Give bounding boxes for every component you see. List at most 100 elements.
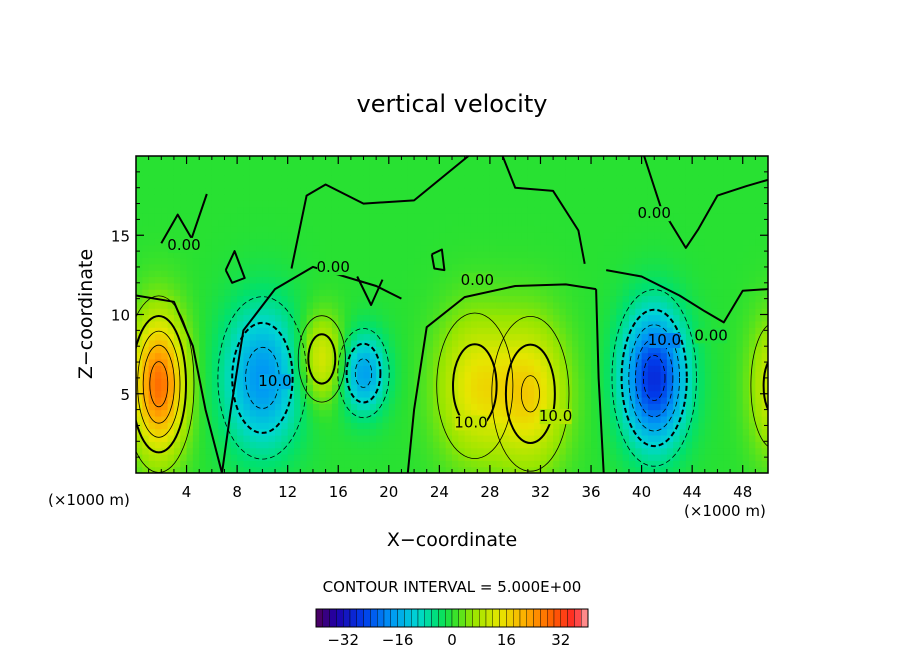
heatmap-cell — [521, 263, 529, 271]
heatmap-cell — [256, 232, 263, 240]
heatmap-cell — [723, 428, 731, 436]
heatmap-cell — [167, 422, 175, 430]
heatmap-cell — [660, 263, 668, 271]
heatmap-cell — [527, 403, 535, 411]
heatmap-cell — [439, 219, 447, 227]
heatmap-cell — [723, 358, 731, 366]
heatmap-cell — [546, 301, 554, 309]
heatmap-cell — [527, 308, 535, 316]
heatmap-cell — [698, 282, 706, 290]
heatmap-cell — [331, 308, 339, 316]
heatmap-cell — [319, 346, 327, 354]
heatmap-cell — [458, 441, 466, 449]
heatmap-cell — [742, 200, 750, 208]
heatmap-cell — [268, 213, 276, 220]
heatmap-cell — [382, 327, 390, 335]
heatmap-cell — [540, 377, 548, 385]
heatmap-cell — [692, 206, 700, 214]
heatmap-cell — [262, 168, 270, 176]
heatmap-cell — [477, 352, 485, 360]
heatmap-cell — [369, 213, 377, 220]
heatmap-cell — [635, 339, 643, 347]
heatmap-cell — [610, 200, 617, 208]
heatmap-cell — [521, 346, 529, 354]
heatmap-cell — [508, 194, 516, 201]
heatmap-cell — [300, 168, 308, 176]
heatmap-cell — [161, 320, 169, 328]
heatmap-cell — [426, 270, 434, 278]
heatmap-cell — [578, 339, 586, 347]
heatmap-cell — [698, 263, 706, 271]
heatmap-cell — [414, 396, 421, 404]
heatmap-cell — [237, 327, 245, 335]
heatmap-cell — [300, 339, 308, 347]
heatmap-cell — [445, 346, 453, 354]
heatmap-cell — [616, 453, 624, 461]
heatmap-cell — [635, 263, 643, 271]
heatmap-cell — [591, 181, 598, 189]
heatmap-cell — [679, 206, 687, 214]
heatmap-cell — [407, 371, 415, 379]
heatmap-cell — [136, 384, 143, 392]
heatmap-cell — [281, 447, 289, 455]
heatmap-cell — [338, 453, 346, 461]
heatmap-cell — [755, 270, 763, 278]
heatmap-cell — [376, 263, 384, 271]
heatmap-cell — [338, 213, 346, 220]
heatmap-cell — [306, 320, 314, 328]
heatmap-cell — [407, 333, 415, 341]
heatmap-cell — [565, 263, 573, 271]
heatmap-cell — [628, 168, 636, 176]
heatmap-cell — [470, 384, 478, 392]
heatmap-cell — [363, 301, 371, 309]
heatmap-cell — [420, 270, 428, 278]
heatmap-cell — [426, 244, 434, 252]
heatmap-cell — [369, 308, 377, 316]
heatmap-cell — [508, 453, 516, 461]
heatmap-cell — [262, 466, 270, 473]
heatmap-cell — [281, 466, 289, 473]
heatmap-cell — [654, 403, 662, 411]
heatmap-cell — [414, 434, 421, 442]
heatmap-cell — [616, 219, 624, 227]
heatmap-cell — [319, 428, 327, 436]
heatmap-cell — [654, 460, 662, 468]
heatmap-cell — [647, 365, 655, 373]
heatmap-cell — [578, 327, 586, 335]
heatmap-cell — [249, 257, 257, 265]
heatmap-cell — [287, 327, 295, 335]
heatmap-cell — [331, 428, 339, 436]
heatmap-cell — [622, 346, 630, 354]
heatmap-cell — [572, 213, 579, 220]
heatmap-cell — [736, 238, 744, 246]
heatmap-cell — [654, 384, 662, 392]
heatmap-cell — [622, 384, 630, 392]
heatmap-cell — [445, 225, 453, 233]
heatmap-cell — [704, 409, 712, 417]
heatmap-cell — [167, 257, 175, 265]
heatmap-cell — [192, 168, 200, 176]
heatmap-cell — [496, 346, 504, 354]
heatmap-cell — [363, 194, 371, 201]
heatmap-cell — [401, 187, 409, 195]
heatmap-cell — [369, 390, 377, 398]
heatmap-cell — [610, 270, 617, 278]
heatmap-cell — [578, 434, 586, 442]
heatmap-cell — [407, 327, 415, 335]
heatmap-cell — [521, 384, 529, 392]
heatmap-cell — [711, 162, 719, 170]
heatmap-cell — [477, 213, 485, 220]
heatmap-cell — [312, 358, 320, 366]
heatmap-cell — [388, 156, 396, 163]
heatmap-cell — [287, 181, 295, 189]
heatmap-cell — [584, 232, 592, 240]
heatmap-cell — [161, 327, 169, 335]
heatmap-cell — [211, 232, 219, 240]
heatmap-cell — [616, 225, 624, 233]
heatmap-cell — [445, 232, 453, 240]
heatmap-cell — [224, 162, 232, 170]
heatmap-cell — [521, 441, 529, 449]
heatmap-cell — [230, 346, 238, 354]
heatmap-cell — [508, 384, 516, 392]
heatmap-cell — [199, 238, 207, 246]
